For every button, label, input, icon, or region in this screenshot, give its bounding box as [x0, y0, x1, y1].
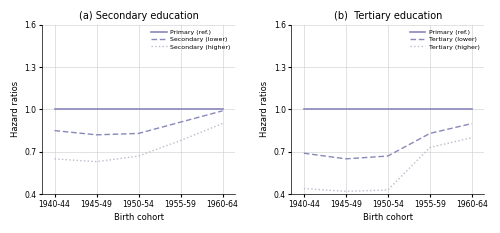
Secondary (higher) — [52, 158, 58, 160]
Primary (ref.) — [94, 108, 100, 111]
Legend: Primary (ref.), Tertiary (lower), Tertiary (higher): Primary (ref.), Tertiary (lower), Tertia… — [408, 28, 482, 51]
X-axis label: Birth cohort: Birth cohort — [114, 213, 164, 222]
Secondary (lower) — [178, 121, 184, 123]
Tertiary (lower) — [301, 152, 307, 155]
Secondary (lower) — [220, 110, 226, 112]
Tertiary (lower) — [427, 132, 433, 135]
Secondary (higher) — [220, 122, 226, 125]
Line: Tertiary (higher): Tertiary (higher) — [304, 138, 472, 191]
Tertiary (lower) — [385, 155, 391, 158]
Secondary (higher) — [94, 160, 100, 163]
Secondary (lower) — [94, 134, 100, 136]
Tertiary (higher) — [301, 187, 307, 190]
Tertiary (higher) — [343, 190, 349, 193]
Title: (a) Secondary education: (a) Secondary education — [78, 11, 198, 21]
Tertiary (lower) — [343, 158, 349, 160]
Primary (ref.) — [220, 108, 226, 111]
Primary (ref.) — [385, 108, 391, 111]
Primary (ref.) — [301, 108, 307, 111]
Primary (ref.) — [178, 108, 184, 111]
Secondary (higher) — [136, 155, 141, 158]
Tertiary (higher) — [469, 136, 475, 139]
Tertiary (higher) — [427, 146, 433, 149]
Primary (ref.) — [469, 108, 475, 111]
Tertiary (lower) — [469, 122, 475, 125]
Y-axis label: Hazard ratios: Hazard ratios — [11, 81, 20, 137]
Title: (b)  Tertiary education: (b) Tertiary education — [334, 11, 442, 21]
X-axis label: Birth cohort: Birth cohort — [363, 213, 413, 222]
Line: Secondary (higher): Secondary (higher) — [54, 123, 222, 162]
Primary (ref.) — [136, 108, 141, 111]
Line: Secondary (lower): Secondary (lower) — [54, 111, 222, 135]
Secondary (lower) — [52, 129, 58, 132]
Primary (ref.) — [52, 108, 58, 111]
Secondary (higher) — [178, 139, 184, 142]
Y-axis label: Hazard ratios: Hazard ratios — [260, 81, 270, 137]
Tertiary (higher) — [385, 188, 391, 191]
Primary (ref.) — [343, 108, 349, 111]
Primary (ref.) — [427, 108, 433, 111]
Secondary (lower) — [136, 132, 141, 135]
Legend: Primary (ref.), Secondary (lower), Secondary (higher): Primary (ref.), Secondary (lower), Secon… — [149, 28, 232, 51]
Line: Tertiary (lower): Tertiary (lower) — [304, 123, 472, 159]
